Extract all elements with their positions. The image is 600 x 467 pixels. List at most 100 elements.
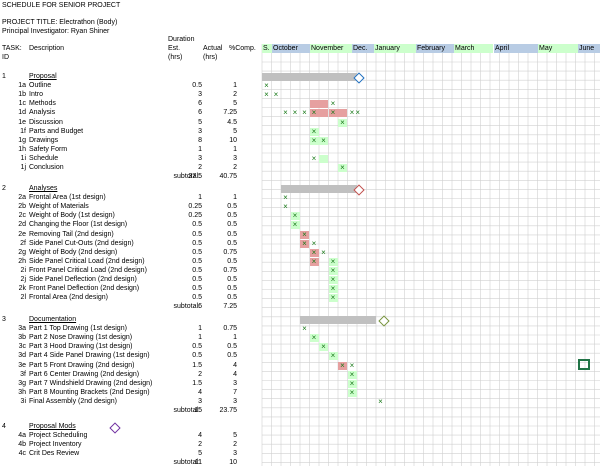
progress-x-mark: × [340, 360, 345, 370]
task-id: 2j [20, 276, 26, 283]
actual-hours: 0.75 [223, 248, 237, 256]
task-description: Schedule [29, 154, 59, 162]
progress-x-mark: × [321, 247, 326, 257]
month-header-november: November [310, 44, 353, 53]
actual-hours: 2 [233, 91, 237, 99]
actual-hours: 3 [233, 397, 237, 405]
progress-x-mark: × [330, 108, 336, 118]
est-hours: 5 [198, 450, 202, 458]
est-hours: 1 [198, 334, 202, 342]
est-hours: 0.5 [192, 248, 202, 256]
schedule-cell [290, 212, 300, 221]
task-id: 3c [18, 343, 26, 351]
progress-x-mark: × [355, 108, 361, 118]
schedule-cell [309, 100, 319, 109]
task-description: Crit Des Review [29, 450, 80, 458]
est-hours: 0.5 [192, 294, 202, 302]
est-hours: 0.25 [188, 212, 202, 220]
progress-x-mark: × [349, 378, 355, 388]
schedule-cell [319, 136, 328, 145]
selected-cell[interactable] [578, 359, 590, 370]
task-description: Intro [29, 91, 44, 99]
progress-x-mark: × [330, 275, 336, 284]
progress-x-mark: × [292, 220, 298, 230]
progress-x-mark: × [330, 284, 336, 294]
est-hours: 0.5 [192, 343, 202, 351]
progress-x-mark: × [283, 202, 288, 212]
est-hours: 1.5 [192, 361, 202, 369]
progress-x-mark: × [311, 333, 317, 343]
schedule-cell [328, 285, 338, 294]
task-description: Part 1 Top Drawing (1st design) [29, 325, 127, 333]
subtotal-label: subtotal: [173, 407, 200, 414]
task-description: Frontal Area (2nd design) [29, 294, 108, 302]
actual-hours: 0.5 [227, 276, 237, 283]
progress-x-mark: × [302, 238, 307, 248]
task-description: Part 6 Center Drawing (2nd design) [29, 370, 140, 378]
section-name: Analyses [29, 185, 58, 192]
progress-x-mark: × [292, 211, 298, 221]
header-description: Description [29, 45, 65, 52]
est-hours: 0.5 [192, 257, 202, 265]
actual-hours: 1 [233, 145, 237, 153]
task-id: 2b [18, 203, 26, 211]
schedule-cell [328, 352, 338, 361]
est-hours: 0.5 [192, 221, 202, 229]
subtotal-actual: 23.75 [219, 407, 237, 414]
subtotal-label: subtotal: [173, 459, 200, 467]
est-hours: 2 [198, 441, 202, 449]
progress-x-mark: × [311, 108, 317, 118]
progress-x-mark: × [330, 265, 336, 275]
progress-x-mark: × [349, 108, 355, 118]
actual-hours: 7 [233, 388, 237, 396]
task-id: 2e [18, 230, 26, 238]
progress-x-mark: × [302, 108, 307, 118]
progress-x-mark: × [340, 117, 345, 127]
actual-hours: 0.75 [223, 325, 237, 333]
progress-x-mark: × [264, 90, 269, 100]
subtotal-actual: 7.25 [223, 303, 237, 311]
progress-x-mark: × [330, 293, 336, 303]
task-description: Part 8 Mounting Brackets (2nd Design) [29, 388, 150, 396]
est-hours: 3 [198, 91, 202, 99]
task-description: Parts and Budget [29, 127, 84, 135]
est-hours: 2 [198, 164, 202, 171]
est-hours: 0.5 [192, 239, 202, 247]
month-header-dec: Dec. [352, 44, 375, 53]
progress-x-mark: × [283, 193, 288, 203]
progress-x-mark: × [321, 342, 326, 352]
task-description: Frontal Area (1st design) [29, 194, 106, 202]
actual-hours: 0.5 [227, 257, 237, 265]
task-id: 2f [20, 239, 26, 247]
task-description: Side Panel Critical Load (2nd design) [29, 257, 145, 265]
schedule-cell [347, 388, 357, 397]
task-id: 2a [18, 194, 26, 202]
est-hours: 0.5 [192, 352, 202, 360]
progress-x-mark: × [330, 99, 336, 109]
task-description: Part 3 Hood Drawing (1st design) [29, 343, 133, 351]
est-hours: 0.5 [192, 230, 202, 238]
task-id: 4a [18, 432, 26, 440]
actual-hours: 0.5 [227, 239, 237, 247]
header-pct-complete: %Comp. [229, 45, 256, 52]
est-hours: 1 [198, 145, 202, 153]
task-description: Part 5 Front Drawing (2nd design) [29, 361, 135, 369]
task-description: Side Panel Deflection (2nd design) [29, 276, 137, 283]
progress-x-mark: × [349, 360, 355, 370]
header-est: Est. [168, 45, 181, 52]
month-header-may: May [538, 44, 579, 53]
task-description: Part 4 Side Panel Drawing (1st design) [29, 352, 150, 360]
task-id: 3a [18, 325, 26, 333]
task-id: 1j [20, 164, 26, 171]
task-description: Weight of Materials [29, 203, 89, 211]
task-id: 1b [18, 91, 26, 99]
task-id: 1e [18, 118, 26, 126]
schedule-cell [338, 361, 347, 370]
header-id: ID [2, 54, 9, 61]
actual-hours: 3 [233, 450, 237, 458]
actual-hours: 4.5 [227, 118, 237, 126]
est-hours: 0.5 [192, 285, 202, 293]
schedule-cell [338, 118, 347, 127]
task-id: 1h [18, 145, 26, 153]
